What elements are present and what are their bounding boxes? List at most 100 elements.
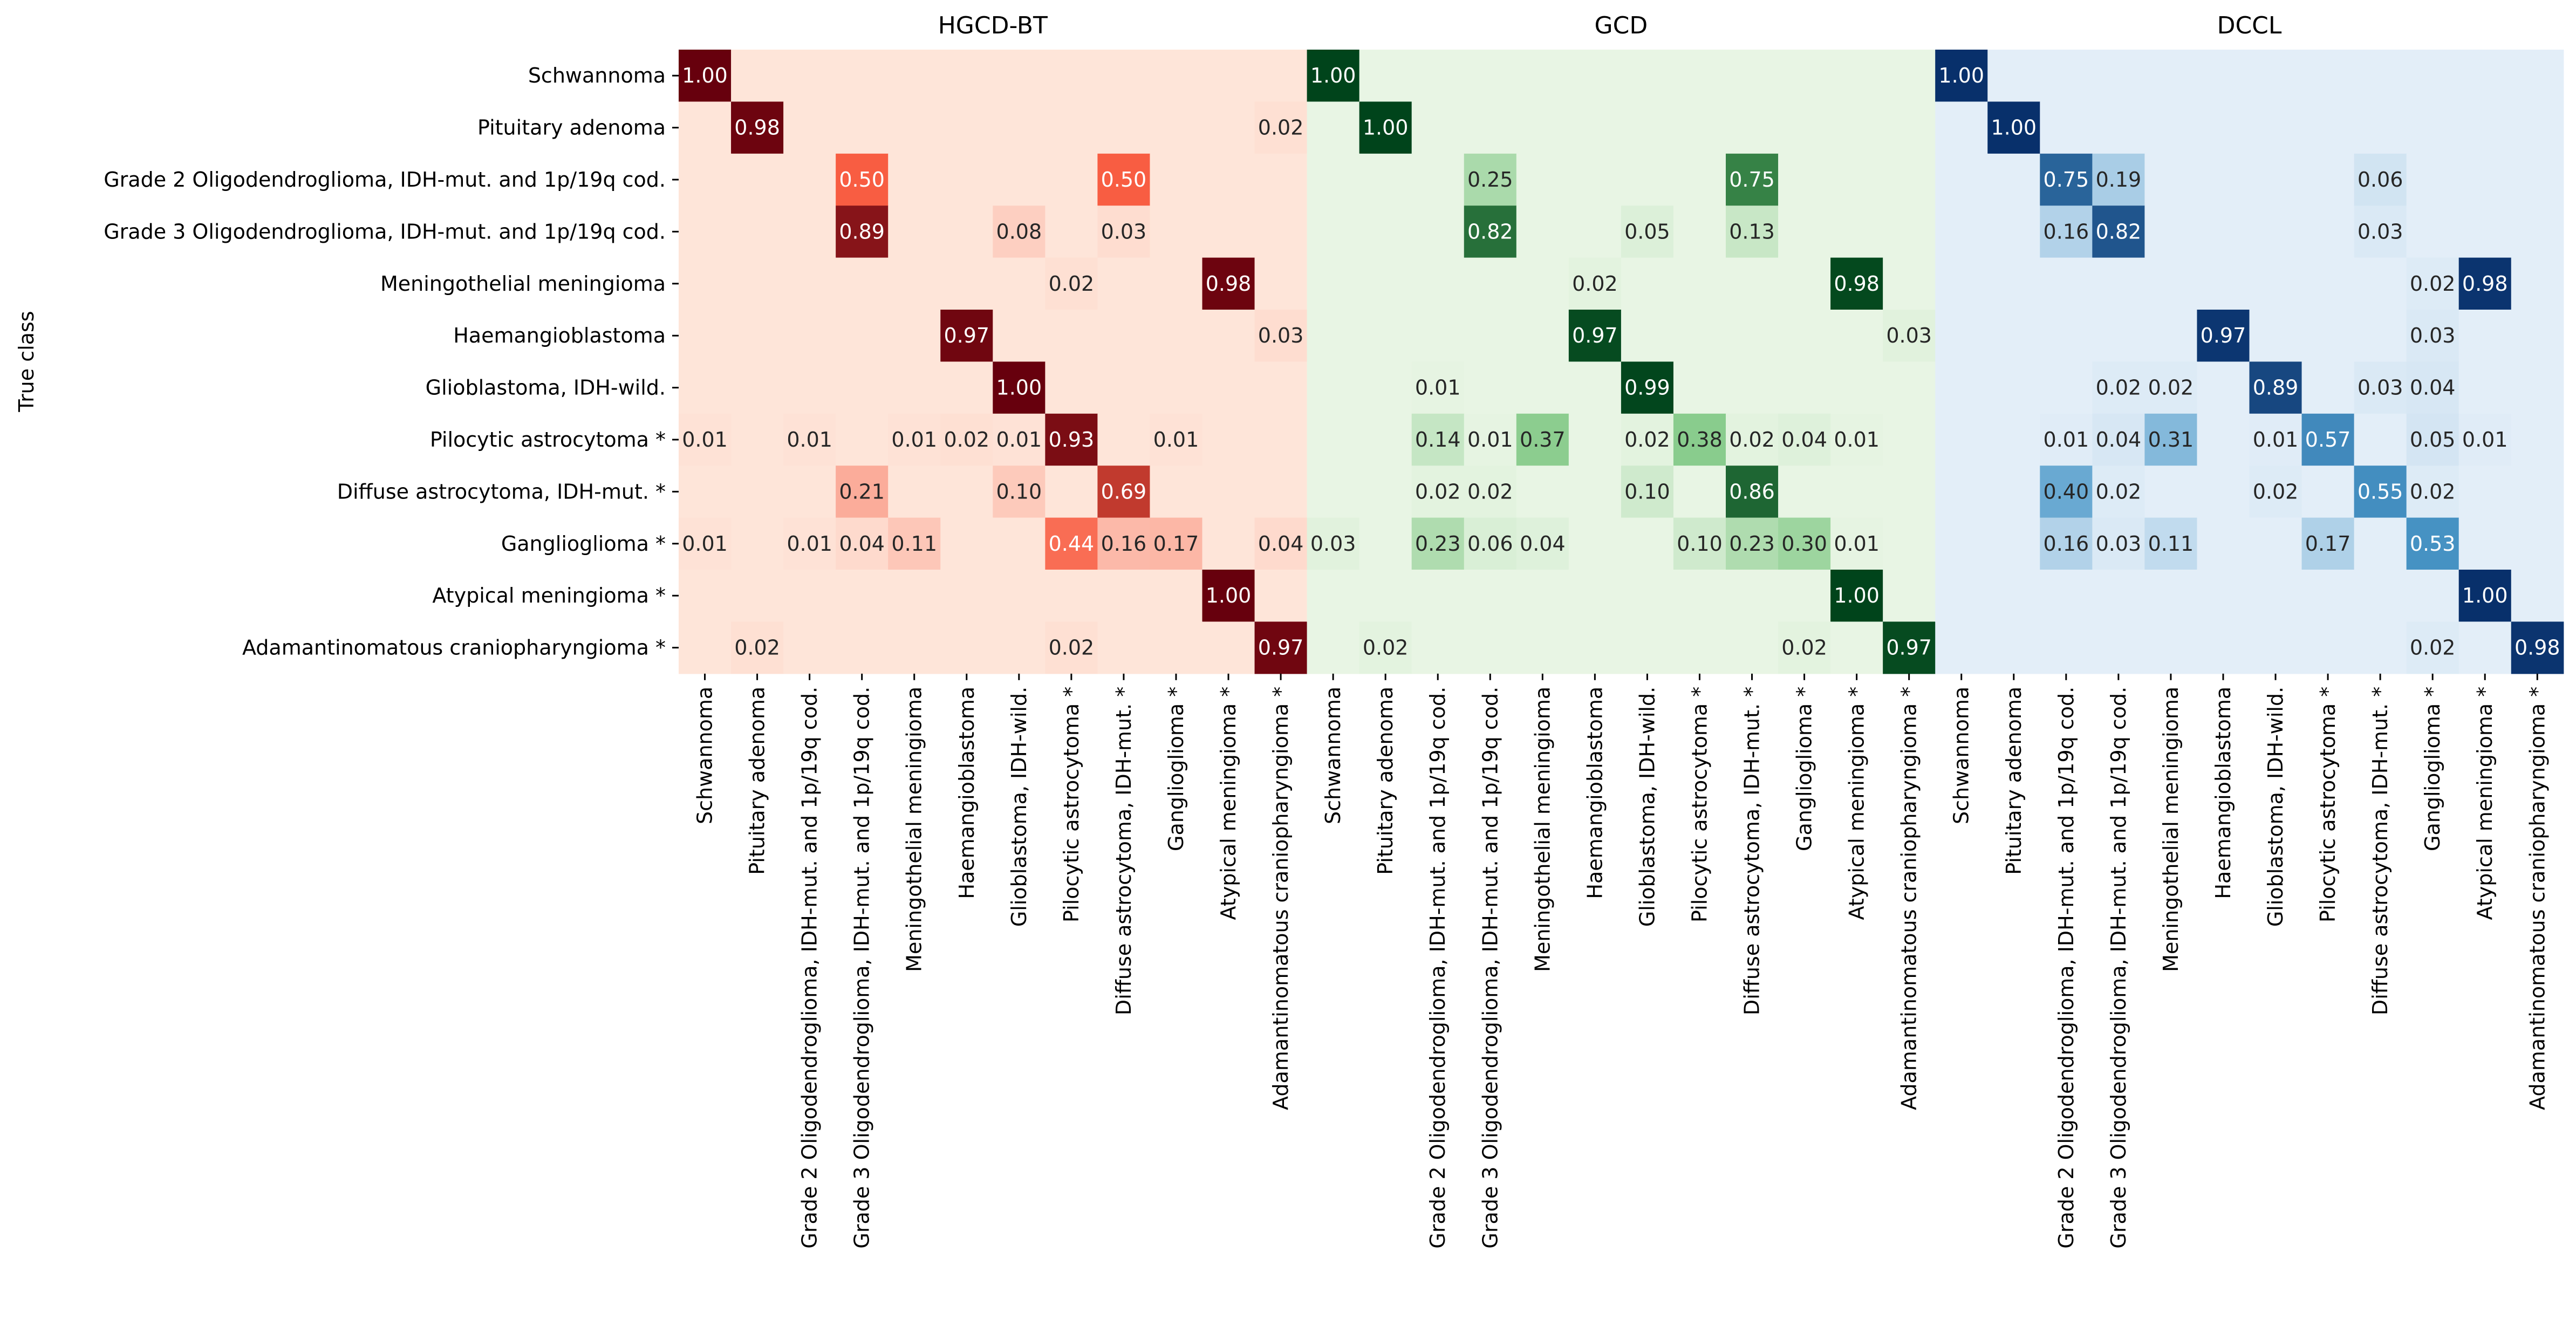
heatmap-cell [1359,361,1412,414]
cell-value-label: 0.03 [1258,324,1304,347]
heatmap-cell [2040,517,2093,570]
heatmap-cell [1935,50,1988,102]
heatmap-cell [679,361,732,414]
panel-title: HGCD-BT [938,12,1048,39]
heatmap-cell [2249,257,2302,310]
cell-value-label: 0.17 [1153,532,1199,556]
cell-value-label: 0.93 [1049,428,1095,452]
heatmap-cell [1516,310,1569,362]
heatmap-cell [2144,257,2198,310]
heatmap-cell [2197,517,2250,570]
cell-value-label: 0.50 [839,168,885,191]
heatmap-cell [2406,466,2459,518]
heatmap-cell [1045,50,1098,102]
cell-value-label: 0.01 [2044,428,2089,452]
heatmap-cell [2092,517,2145,570]
heatmap-cell [1987,50,2040,102]
x-tick-label: Ganglioglioma * [2421,687,2444,851]
heatmap-cell [940,50,993,102]
heatmap-cell [783,101,836,154]
heatmap-cell [1935,153,1988,206]
heatmap-cell [1830,517,1883,570]
heatmap-cell [1726,206,1779,258]
heatmap-cell [2301,206,2355,258]
heatmap-cell [2144,621,2198,674]
heatmap-cell [2511,50,2564,102]
heatmap-cell [1568,153,1622,206]
heatmap-cell [836,621,889,674]
x-tick-label: Atypical meningioma * [1845,687,1869,920]
cell-value-label: 0.01 [682,532,728,556]
cell-value-label: 0.98 [2462,272,2508,296]
heatmap-cell [731,257,784,310]
heatmap-cell [1097,413,1151,466]
heatmap-cell [1726,413,1779,466]
x-tick-label: Adamantinomatous craniopharyngioma * [1897,687,1921,1110]
heatmap-cell [1621,310,1674,362]
heatmap-cell [1045,517,1098,570]
heatmap-cell [993,153,1046,206]
panel-title: GCD [1595,12,1648,39]
heatmap-cell [1568,621,1622,674]
heatmap-cell [1778,153,1831,206]
heatmap-cell [2249,466,2302,518]
heatmap-cell [2511,621,2564,674]
heatmap-cell [1359,153,1412,206]
heatmap-cell [993,570,1046,622]
heatmap-cell [1045,101,1098,154]
cell-value-label: 0.04 [1520,532,1566,556]
heatmap-cell [1359,101,1412,154]
cell-value-label: 0.03 [2358,376,2403,400]
heatmap-cell [1516,413,1569,466]
heatmap-cell [1568,206,1622,258]
heatmap-cell [1464,570,1517,622]
heatmap-cell [1778,257,1831,310]
heatmap-cell [2197,621,2250,674]
heatmap-cell [1097,101,1151,154]
heatmap-cell [1883,361,1936,414]
cell-value-label: 0.97 [944,324,989,347]
heatmap-cell [679,466,732,518]
heatmap-cell [1045,153,1098,206]
heatmap-cell [2040,310,2093,362]
x-tick-label: Diffuse astrocytoma, IDH-mut. * [1740,687,1764,1015]
heatmap-cell [1359,517,1412,570]
heatmap-cell [1411,153,1465,206]
heatmap-cell [1202,361,1255,414]
heatmap-cell [2040,206,2093,258]
heatmap-cell [2511,206,2564,258]
heatmap-cell [1202,101,1255,154]
cell-value-label: 0.02 [2096,480,2142,503]
heatmap-cell [1883,621,1936,674]
heatmap-cell [2092,50,2145,102]
heatmap-cell [2406,413,2459,466]
y-tick-label: Schwannoma [528,64,666,87]
heatmap-cell [2092,621,2145,674]
heatmap-cell [1411,310,1465,362]
cell-value-label: 0.01 [1467,428,1513,452]
heatmap-cell [2458,517,2512,570]
cell-value-label: 0.02 [1049,636,1095,660]
heatmap-cell [1359,413,1412,466]
heatmap-cell [1726,361,1779,414]
cell-value-label: 1.00 [1310,64,1356,87]
heatmap-cell [2040,361,2093,414]
heatmap-cell [836,310,889,362]
heatmap-cell [1987,101,2040,154]
heatmap-cell [2144,206,2198,258]
heatmap-cell [1202,466,1255,518]
cell-value-label: 1.00 [996,376,1042,400]
heatmap-cell [1202,621,1255,674]
heatmap-cell [993,206,1046,258]
heatmap-cell [1726,101,1779,154]
heatmap-cell [1464,153,1517,206]
heatmap-cell [1097,153,1151,206]
heatmap-cell [2301,310,2355,362]
cell-value-label: 0.02 [2253,480,2299,503]
cell-value-label: 0.04 [839,532,885,556]
heatmap-cell [1359,466,1412,518]
x-tick-label: Diffuse astrocytoma, IDH-mut. * [2368,687,2392,1015]
cell-value-label: 0.98 [1206,272,1252,296]
heatmap-cell [2406,50,2459,102]
heatmap-cell [2197,101,2250,154]
